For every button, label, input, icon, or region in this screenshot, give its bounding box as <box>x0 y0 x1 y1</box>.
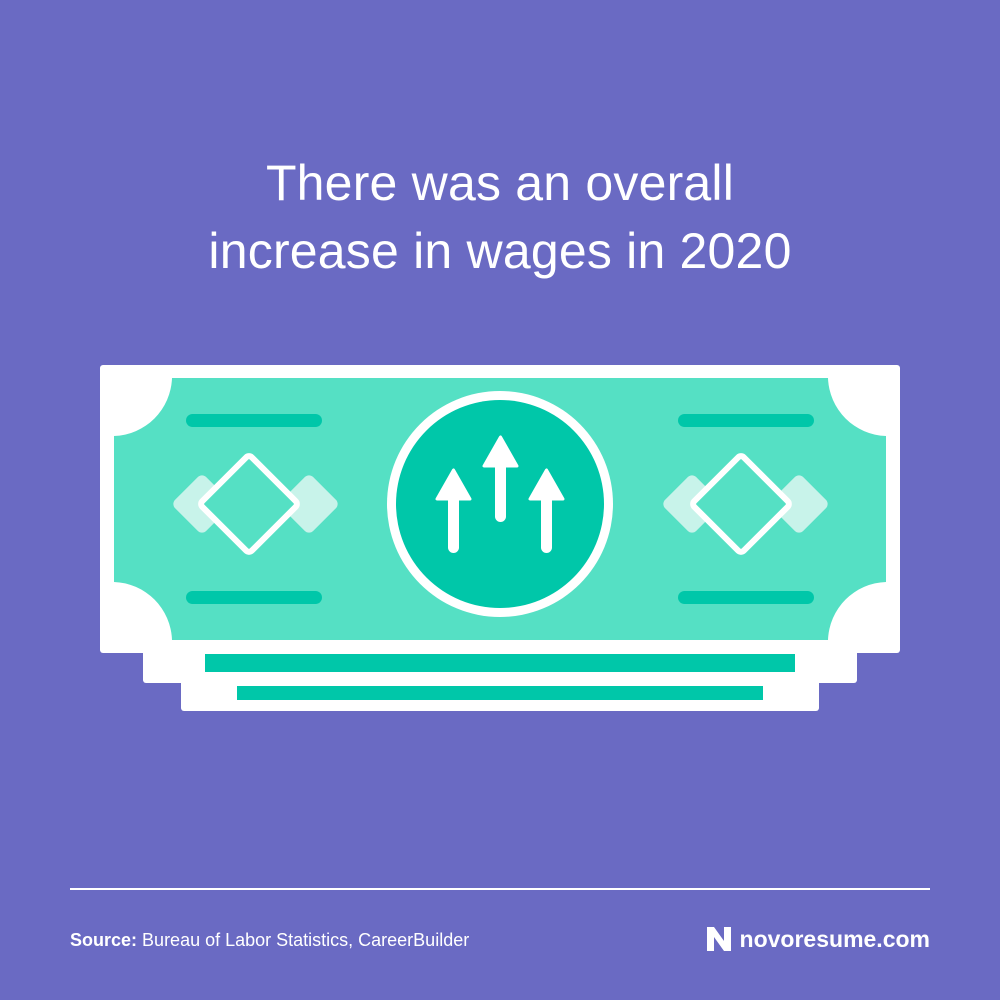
headline-line-1: There was an overall <box>265 154 735 211</box>
headline-line-2: increase in wages in 2020 <box>208 222 792 279</box>
novoresume-logo-icon <box>706 927 731 951</box>
headline: There was an overall increase in wages i… <box>0 149 1000 285</box>
up-arrows-icon <box>387 391 613 617</box>
footer-divider <box>70 888 930 890</box>
brand-name: novoresume.com <box>739 926 930 952</box>
source-text: Bureau of Labor Statistics, CareerBuilde… <box>142 930 470 950</box>
brand[interactable]: novoresume.com <box>706 924 930 954</box>
source-label: Source: <box>70 930 138 950</box>
diamond-icon-right <box>663 453 828 555</box>
source-credit: Source: Bureau of Labor Statistics, Care… <box>70 928 469 952</box>
diamond-icon-left <box>173 453 338 555</box>
